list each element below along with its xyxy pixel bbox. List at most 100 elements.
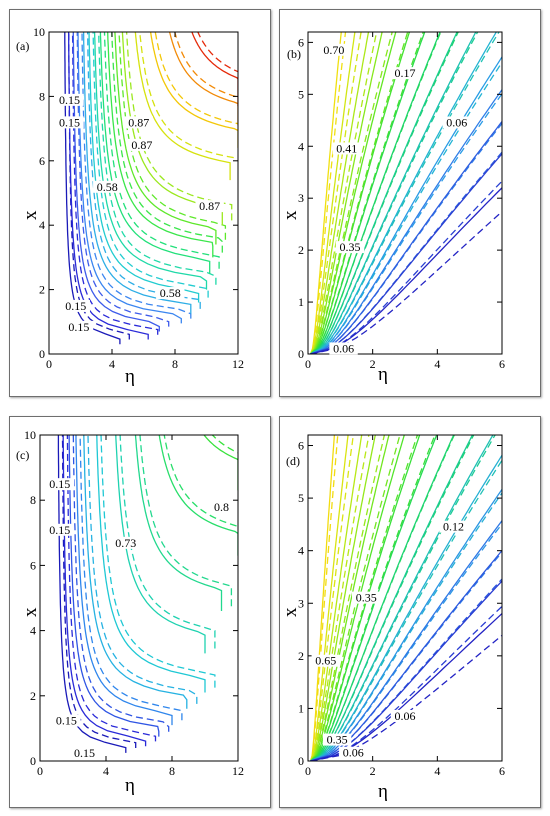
axis-ticks: 0 4 8 12 0 2 4 6 8 10 <box>33 25 244 371</box>
contour-line <box>310 186 502 354</box>
contour-line-dashed <box>87 435 198 704</box>
contour-label: 0.17 <box>395 66 416 80</box>
y-tick-label: 2 <box>298 243 304 257</box>
contour-label: 0.35 <box>340 240 361 254</box>
contour-line <box>310 32 477 354</box>
y-tick-label: 4 <box>298 139 304 153</box>
contour-line <box>99 32 211 274</box>
contour-label: 0.58 <box>97 180 118 194</box>
contour-line <box>107 32 214 258</box>
contour-line <box>191 32 238 107</box>
contour-line <box>93 32 208 290</box>
x-axis-label: η <box>125 775 135 796</box>
contour-line <box>310 549 502 761</box>
contour-line-dashed <box>310 459 502 761</box>
contour-line <box>310 435 494 761</box>
contour-line-dashed <box>174 32 238 98</box>
y-tick-label: 2 <box>30 689 36 703</box>
contour-lines <box>64 32 238 345</box>
panel-label: (b) <box>287 47 301 61</box>
contour-line-dashed <box>310 32 378 354</box>
contour-line <box>310 435 390 761</box>
contour-line <box>309 32 342 354</box>
contour-line-dashed <box>111 32 223 253</box>
contour-line-dashed <box>100 435 216 688</box>
y-tick-label: 4 <box>39 218 45 232</box>
contour-labels: 0.120.350.650.060.350.06 <box>311 520 468 760</box>
axis-ticks: 0 4 8 12 0 2 4 6 8 10 <box>24 428 244 778</box>
contour-line-dashed <box>310 605 502 761</box>
contour-label: 0.73 <box>115 536 136 550</box>
x-tick-label: 12 <box>232 764 244 778</box>
contour-line <box>77 32 182 324</box>
y-tick-label: 4 <box>298 544 304 558</box>
contour-label-bg <box>93 180 122 193</box>
contour-label-bg <box>439 520 468 533</box>
y-tick-label: 3 <box>298 596 304 610</box>
contour-lines <box>309 32 502 354</box>
contour-plot-c: 0 4 8 12 0 2 4 6 8 10 0.15 0.15 0.8 0.73 0.15 0.15 (c)… <box>16 428 244 796</box>
contour-line <box>310 120 502 354</box>
contour-label-bg <box>45 523 74 536</box>
contour-label: 0.15 <box>56 714 77 728</box>
x-tick-label: 2 <box>370 357 376 371</box>
contour-line <box>310 435 349 761</box>
contour-line-dashed <box>66 435 157 742</box>
y-tick-label: 6 <box>298 439 304 453</box>
contour-label-bg <box>329 342 358 355</box>
contour-label: 0.15 <box>59 115 80 129</box>
contour-line-dashed <box>86 32 201 309</box>
y-tick-label: 3 <box>298 191 304 205</box>
y-tick-label: 2 <box>298 649 304 663</box>
contour-line <box>310 435 376 761</box>
contour-line <box>310 32 411 354</box>
panel-a: 0 4 8 12 0 2 4 6 8 10 0.15 0.15 0.87 0.87 0.58 0.87 0.5… <box>9 9 271 397</box>
x-tick-label: 2 <box>370 764 376 778</box>
contour-label: 0.41 <box>336 141 357 155</box>
contour-label-bg <box>319 43 349 56</box>
contour-line <box>310 32 426 354</box>
contour-label-bg <box>332 142 361 155</box>
contour-label-bg <box>156 287 185 300</box>
y-tick-label: 1 <box>298 701 304 715</box>
panel-label: (c) <box>16 448 29 462</box>
contour-label: 0.87 <box>131 138 152 152</box>
y-axis-label: x <box>280 210 301 220</box>
contour-line <box>82 32 192 314</box>
x-tick-label: 4 <box>434 357 440 371</box>
x-axis-label: η <box>378 781 388 802</box>
contour-label: 0.12 <box>443 520 464 534</box>
contour-line <box>310 88 502 354</box>
contour-label-bg <box>390 67 420 80</box>
contour-line <box>158 435 238 556</box>
contour-line-dashed <box>119 435 216 649</box>
contour-line-dashed <box>139 435 233 607</box>
contour-line-dashed <box>92 32 209 298</box>
panel-c: 0 4 8 12 0 2 4 6 8 10 0.15 0.15 0.8 0.73 0.15 0.15 (c)… <box>9 416 271 808</box>
contour-line <box>310 32 370 354</box>
axis-ticks: 0 2 4 6 0 1 2 3 4 5 6 <box>298 435 505 778</box>
y-axis-label: x <box>20 210 41 220</box>
contour-line <box>310 32 458 354</box>
contour-line <box>310 612 502 761</box>
contour-label: 0.8 <box>214 500 229 514</box>
y-tick-label: 0 <box>30 754 36 768</box>
contour-label-bg <box>70 747 99 760</box>
x-axis-label: η <box>125 366 135 387</box>
contour-line-dashed <box>310 32 362 354</box>
contour-label-bg <box>61 299 90 312</box>
plot-frame <box>48 31 239 355</box>
y-axis-label: x <box>280 607 301 617</box>
contour-line-dashed <box>310 32 393 354</box>
y-tick-label: 5 <box>298 87 304 101</box>
y-tick-label: 6 <box>298 35 304 49</box>
contour-line-dashed <box>154 32 238 125</box>
contour-label-bg <box>52 714 81 727</box>
contour-label: 0.06 <box>333 341 354 355</box>
contour-line <box>310 488 502 761</box>
y-tick-label: 10 <box>33 25 45 39</box>
panel-label: (a) <box>16 39 29 53</box>
x-tick-label: 0 <box>37 764 43 778</box>
contour-label-bg <box>111 536 140 549</box>
